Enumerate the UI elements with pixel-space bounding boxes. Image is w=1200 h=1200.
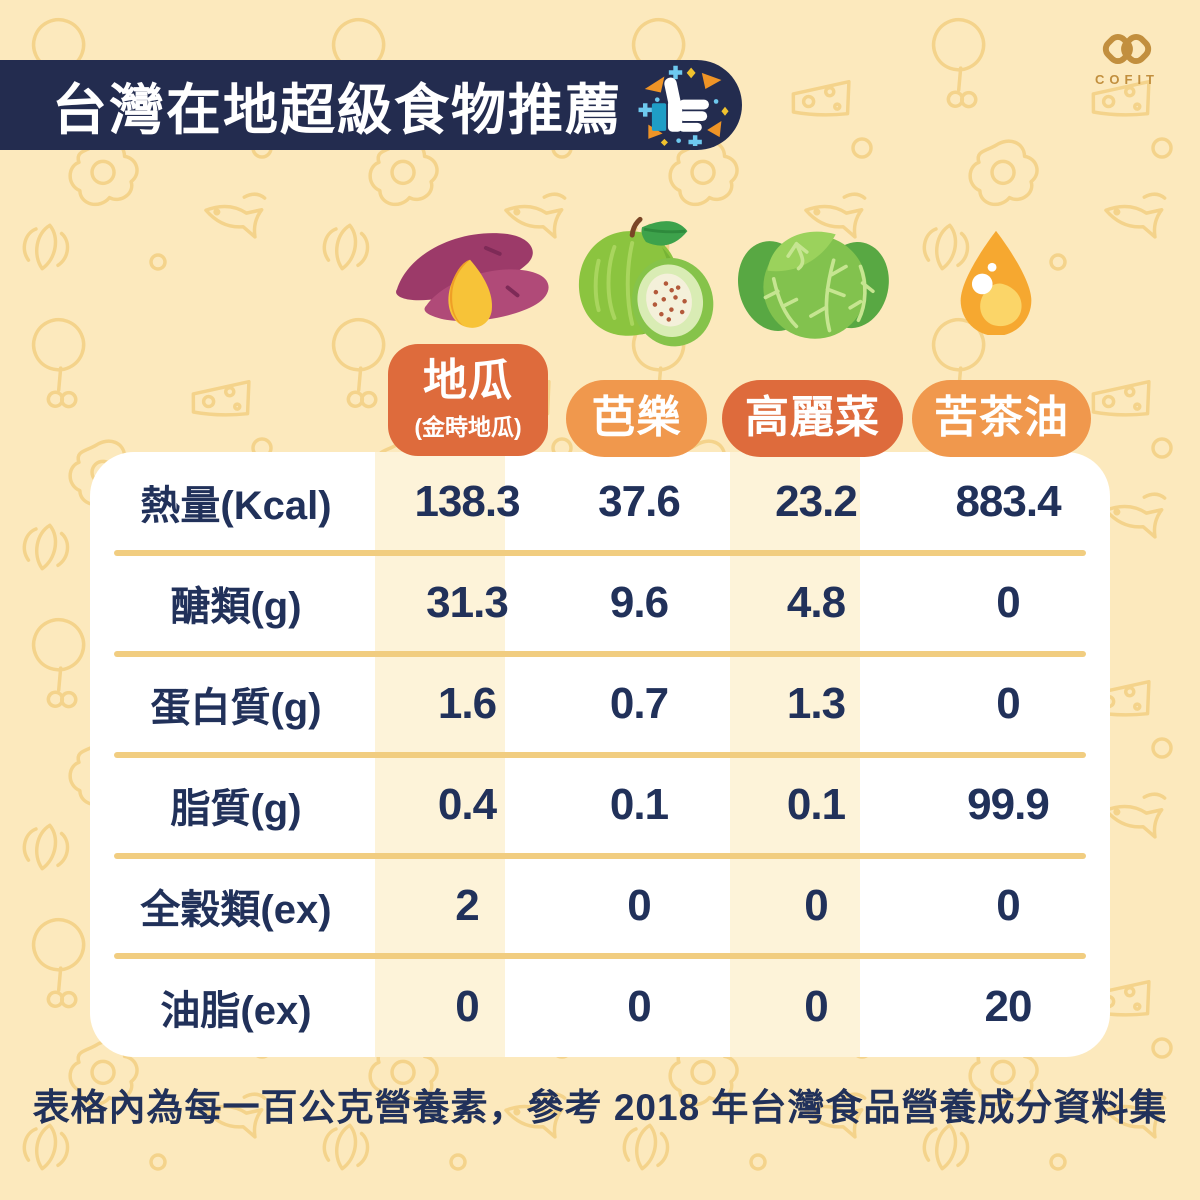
row-label-calories: 熱量(Kcal) <box>140 484 332 529</box>
value-cell: 0.7 <box>609 679 669 729</box>
row-label-whole-grains: 全穀類(ex) <box>140 887 332 932</box>
row-divider <box>114 853 1086 859</box>
value-cell: 31.3 <box>426 578 509 628</box>
source-note: 表格內為每一百公克營養素，參考 2018 年台灣食品營養成分資料集 <box>32 1087 1168 1128</box>
column-badge-cabbage: 高麗菜 <box>722 380 903 457</box>
value-cell: 0 <box>996 880 1020 930</box>
value-cell: 883.4 <box>955 477 1061 527</box>
column-label: 高麗菜 <box>745 393 880 443</box>
value-cell: 0 <box>627 981 651 1031</box>
row-divider <box>114 550 1086 556</box>
column-badge-camellia-oil: 苦茶油 <box>912 380 1091 457</box>
column-badge-guava: 芭樂 <box>566 380 707 457</box>
nutrition-table-card: 熱量(Kcal) 138.3 37.6 23.2 883.4 醣類(g) 31.… <box>90 452 1110 1057</box>
row-divider <box>114 953 1086 959</box>
value-cell: 0 <box>996 679 1020 729</box>
column-label: 地瓜 <box>423 356 513 406</box>
value-cell: 37.6 <box>598 477 681 527</box>
row-label-carbs: 醣類(g) <box>170 585 302 630</box>
value-cell: 0.1 <box>609 779 669 829</box>
value-cell: 0 <box>455 981 479 1031</box>
value-cell: 99.9 <box>967 779 1050 829</box>
value-cell: 0.1 <box>786 779 846 829</box>
column-badge-sweet-potato: 地瓜 (金時地瓜) <box>388 344 548 456</box>
value-cell: 1.6 <box>437 679 497 729</box>
row-label-fat: 脂質(g) <box>170 786 302 831</box>
value-cell: 2 <box>455 880 479 930</box>
value-cell: 20 <box>984 981 1033 1031</box>
title-banner: 台灣在地超級食物推薦 <box>0 60 742 150</box>
column-sublabel: (金時地瓜) <box>414 413 522 440</box>
cofit-logo: COFIT <box>1084 28 1170 87</box>
value-cell: 23.2 <box>775 477 858 527</box>
value-cell: 0 <box>996 578 1020 628</box>
row-label-oils: 油脂(ex) <box>160 988 312 1033</box>
value-cell: 0 <box>804 880 828 930</box>
sweet-potato-icon <box>391 224 559 338</box>
row-divider <box>114 752 1086 758</box>
cofit-logo-text: COFIT <box>1095 72 1159 87</box>
row-divider <box>114 651 1086 657</box>
cofit-interlocking-loops-icon <box>1102 33 1152 65</box>
value-cell: 0.4 <box>437 779 497 829</box>
value-cell: 0 <box>804 981 828 1031</box>
value-cell: 9.6 <box>609 578 669 628</box>
guava-icon <box>571 213 719 347</box>
nutrition-table: 熱量(Kcal) 138.3 37.6 23.2 883.4 醣類(g) 31.… <box>90 452 1110 1057</box>
thumbs-up-celebration-icon <box>638 65 729 146</box>
row-label-protein: 蛋白質(g) <box>150 686 322 731</box>
oil-drop-icon <box>951 227 1041 335</box>
value-cell: 1.3 <box>786 679 846 729</box>
value-cell: 0 <box>627 880 651 930</box>
column-label: 芭樂 <box>591 393 682 443</box>
column-label: 苦茶油 <box>934 393 1069 443</box>
cabbage-icon <box>736 221 892 345</box>
value-cell: 138.3 <box>414 477 520 527</box>
value-cell: 4.8 <box>786 578 846 628</box>
page-title: 台灣在地超級食物推薦 <box>52 79 623 141</box>
